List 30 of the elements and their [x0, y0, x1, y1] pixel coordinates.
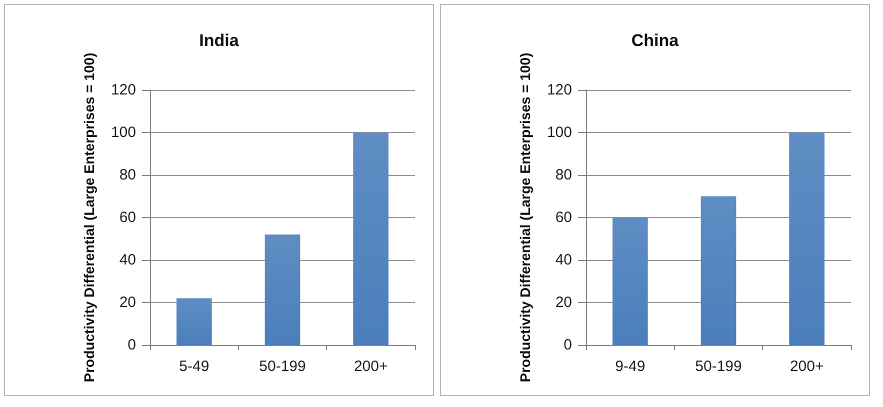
- x-tick-label: 50-199: [259, 358, 306, 375]
- y-tick-label: 100: [110, 124, 136, 141]
- bar: [353, 132, 388, 345]
- y-tick-label: 20: [555, 294, 572, 311]
- y-tick-label: 80: [119, 166, 136, 184]
- bar: [612, 218, 648, 345]
- y-tick-label: 40: [555, 252, 572, 268]
- y-tick-label: 60: [119, 209, 136, 226]
- y-tick-label: 20: [119, 294, 136, 311]
- bar: [700, 196, 736, 345]
- x-tick-label: 200+: [354, 358, 388, 375]
- y-tick-label: 120: [546, 82, 572, 98]
- y-tick-label: 120: [110, 82, 136, 98]
- chart-title: China: [631, 31, 680, 50]
- bar: [176, 298, 212, 345]
- x-tick-label: 200+: [790, 358, 824, 375]
- y-axis-title: Productivity Differential (Large Enterprises = 100): [517, 52, 533, 382]
- bar: [264, 234, 300, 345]
- chart-title: India: [199, 31, 240, 50]
- y-axis-title: Productivity Differential (Large Enterprises = 100): [81, 52, 97, 382]
- bar: [789, 132, 824, 345]
- y-tick-label: 80: [555, 166, 572, 184]
- x-tick-label: 50-199: [695, 358, 742, 375]
- y-tick-label: 60: [555, 209, 572, 226]
- y-tick-label: 0: [564, 336, 572, 354]
- x-tick-label: 5-49: [179, 358, 210, 375]
- y-tick-label: 0: [128, 336, 136, 354]
- x-tick-label: 9-49: [615, 358, 646, 375]
- y-tick-label: 40: [119, 252, 136, 268]
- y-tick-label: 100: [546, 124, 572, 141]
